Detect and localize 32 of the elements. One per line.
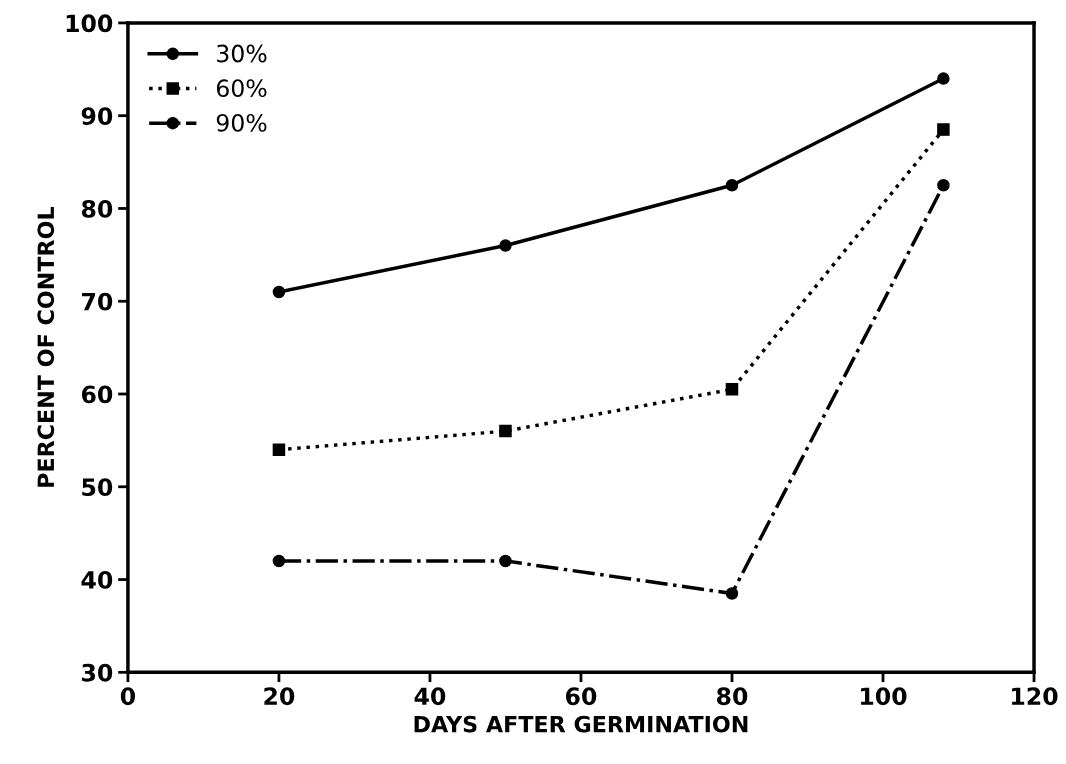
- point: [937, 179, 950, 192]
- x-tick-label: 80: [717, 687, 748, 706]
- point: [937, 72, 950, 85]
- y-tick-label: 50: [82, 478, 113, 497]
- point: [272, 443, 286, 456]
- point: [725, 179, 739, 192]
- point: [272, 285, 286, 299]
- x-axis-title: DAYS AFTER GERMINATION: [414, 715, 748, 733]
- x-tick-label: 40: [414, 687, 446, 706]
- y-tick-label: 40: [81, 571, 113, 589]
- y-tick-label: 90: [81, 107, 113, 125]
- x-tick-label: 20: [264, 687, 295, 706]
- legend-label: 60%: [216, 79, 267, 98]
- x-tick-label: 60: [566, 687, 597, 706]
- point: [272, 554, 286, 568]
- x-tick-label: 0: [120, 687, 136, 706]
- point: [725, 587, 739, 600]
- point: [725, 383, 739, 396]
- y-tick-label: 60: [81, 385, 113, 404]
- x-tick-label: 100: [861, 687, 907, 706]
- point: [937, 123, 950, 136]
- y-tick-label: 100: [66, 14, 113, 33]
- legend-label: 30%: [217, 44, 267, 63]
- point: [499, 424, 512, 438]
- y-tick-label: 80: [81, 199, 113, 218]
- y-tick-label: 30: [82, 663, 113, 682]
- point: [499, 554, 512, 568]
- y-tick-label: 70: [82, 292, 113, 311]
- point: [499, 239, 512, 252]
- x-tick-label: 120: [1012, 687, 1058, 706]
- y-axis-title: PERCENT OF CONTROL: [37, 206, 55, 487]
- legend-label: 90%: [216, 113, 267, 132]
